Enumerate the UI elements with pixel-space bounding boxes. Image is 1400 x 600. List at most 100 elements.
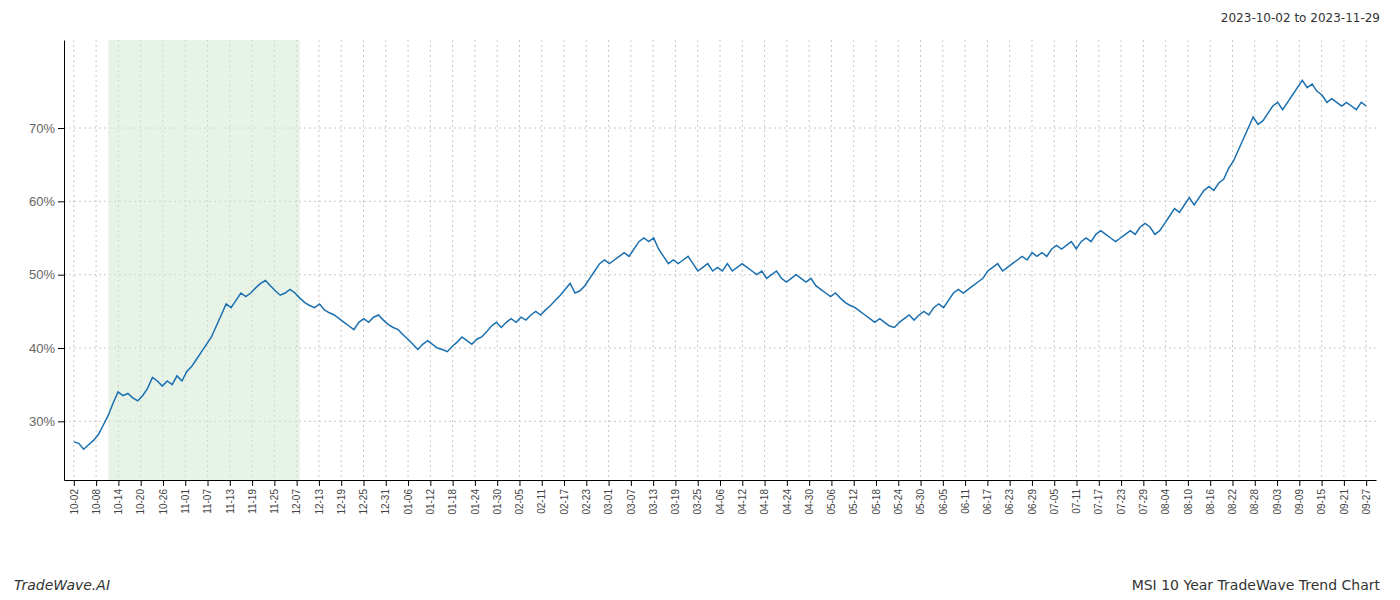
x-tick-mark [809, 480, 810, 486]
x-tick-mark [1143, 480, 1144, 486]
x-tick-label: 01-30 [492, 489, 503, 515]
x-tick: 04-06 [715, 480, 726, 515]
x-tick: 12-31 [380, 480, 391, 515]
x-tick-mark [765, 480, 766, 486]
x-tick: 11-25 [269, 480, 280, 514]
x-tick: 01-24 [470, 480, 481, 515]
grid-line-x [1076, 40, 1077, 480]
grid-line-x [898, 40, 899, 480]
x-tick-label: 10-14 [113, 489, 124, 515]
x-tick-mark [1299, 480, 1300, 486]
x-tick-mark [208, 480, 209, 486]
x-tick-mark [274, 480, 275, 486]
grid-line-x [965, 40, 966, 480]
x-tick-label: 09-27 [1361, 489, 1372, 515]
y-tick-mark [58, 275, 64, 276]
x-tick-mark [453, 480, 454, 486]
x-tick-label: 12-13 [314, 489, 325, 515]
y-tick-mark [58, 421, 64, 422]
grid-line-x [786, 40, 787, 480]
grid-line-x [831, 40, 832, 480]
x-tick-mark [1366, 480, 1367, 486]
x-tick-mark [430, 480, 431, 486]
grid-line-x [1031, 40, 1032, 480]
x-tick: 05-06 [826, 480, 837, 515]
x-tick-label: 08-10 [1183, 489, 1194, 515]
grid-line-x [318, 40, 319, 480]
x-tick-label: 05-12 [848, 489, 859, 515]
grid-line-x [1121, 40, 1122, 480]
x-tick: 08-10 [1183, 480, 1194, 515]
grid-line-x [697, 40, 698, 480]
x-tick: 01-12 [425, 480, 436, 515]
grid-line-x [608, 40, 609, 480]
grid-line-x [1321, 40, 1322, 480]
x-tick-label: 04-30 [804, 489, 815, 515]
x-tick: 08-16 [1205, 480, 1216, 515]
grid-line-x [541, 40, 542, 480]
x-tick: 07-05 [1049, 480, 1060, 515]
x-tick-mark [1010, 480, 1011, 486]
y-tick-label: 50% [29, 267, 55, 282]
x-tick-label: 08-22 [1227, 489, 1238, 515]
x-tick-label: 03-25 [692, 489, 703, 515]
x-tick: 09-15 [1316, 480, 1327, 515]
x-tick-mark [586, 480, 587, 486]
x-tick: 03-13 [648, 480, 659, 515]
x-tick-label: 09-15 [1316, 489, 1327, 515]
y-tick-mark [58, 348, 64, 349]
chart: 10-0210-0810-1410-2010-2611-0111-0711-13… [0, 0, 1400, 600]
x-tick: 04-12 [737, 480, 748, 515]
x-tick: 07-11 [1071, 480, 1082, 514]
grid-line-x [1165, 40, 1166, 480]
x-tick-mark [653, 480, 654, 486]
x-tick: 03-01 [603, 480, 614, 515]
x-tick: 06-05 [938, 480, 949, 515]
x-tick-label: 12-25 [358, 489, 369, 515]
x-tick-mark [1277, 480, 1278, 486]
marks [74, 40, 1366, 480]
grid [64, 40, 1376, 480]
x-tick-mark [564, 480, 565, 486]
grid-line-x [1277, 40, 1278, 480]
grid-line-x [1187, 40, 1188, 480]
x-tick-mark [1054, 480, 1055, 486]
shaded-region [108, 40, 300, 480]
grid-line-x [1098, 40, 1099, 480]
x-tick-label: 04-18 [759, 489, 770, 515]
x-tick-mark [831, 480, 832, 486]
grid-line-x [1232, 40, 1233, 480]
grid-line-x [1299, 40, 1300, 480]
x-tick-label: 07-05 [1049, 489, 1060, 515]
x-tick-label: 05-24 [893, 489, 904, 515]
x-tick-label: 03-07 [626, 489, 637, 515]
x-tick-label: 01-18 [447, 489, 458, 515]
x-tick: 10-14 [113, 480, 124, 515]
x-tick: 02-05 [514, 480, 525, 515]
x-tick-mark [497, 480, 498, 486]
grid-line-x [519, 40, 520, 480]
x-tick-mark [1099, 480, 1100, 486]
x-tick-mark [787, 480, 788, 486]
grid-line-x [875, 40, 876, 480]
x-tick-label: 04-24 [782, 489, 793, 515]
x-tick-label: 08-04 [1160, 489, 1171, 515]
x-tick: 05-24 [893, 480, 904, 515]
grid-line-x [497, 40, 498, 480]
x-tick: 03-07 [626, 480, 637, 515]
x-tick-label: 06-05 [938, 489, 949, 515]
x-tick: 12-07 [291, 480, 302, 515]
x-tick: 10-08 [91, 480, 102, 515]
grid-line-x [385, 40, 386, 480]
grid-line-x [430, 40, 431, 480]
x-tick: 09-03 [1272, 480, 1283, 515]
x-tick: 07-29 [1138, 480, 1149, 515]
x-tick-label: 06-29 [1027, 489, 1038, 515]
y-tick: 30% [29, 414, 64, 429]
grid-line-x [1009, 40, 1010, 480]
y-tick: 40% [29, 341, 64, 356]
x-tick-mark [297, 480, 298, 486]
x-tick-label: 02-17 [559, 489, 570, 515]
y-tick-mark [58, 128, 64, 129]
x-tick: 11-07 [202, 480, 213, 514]
